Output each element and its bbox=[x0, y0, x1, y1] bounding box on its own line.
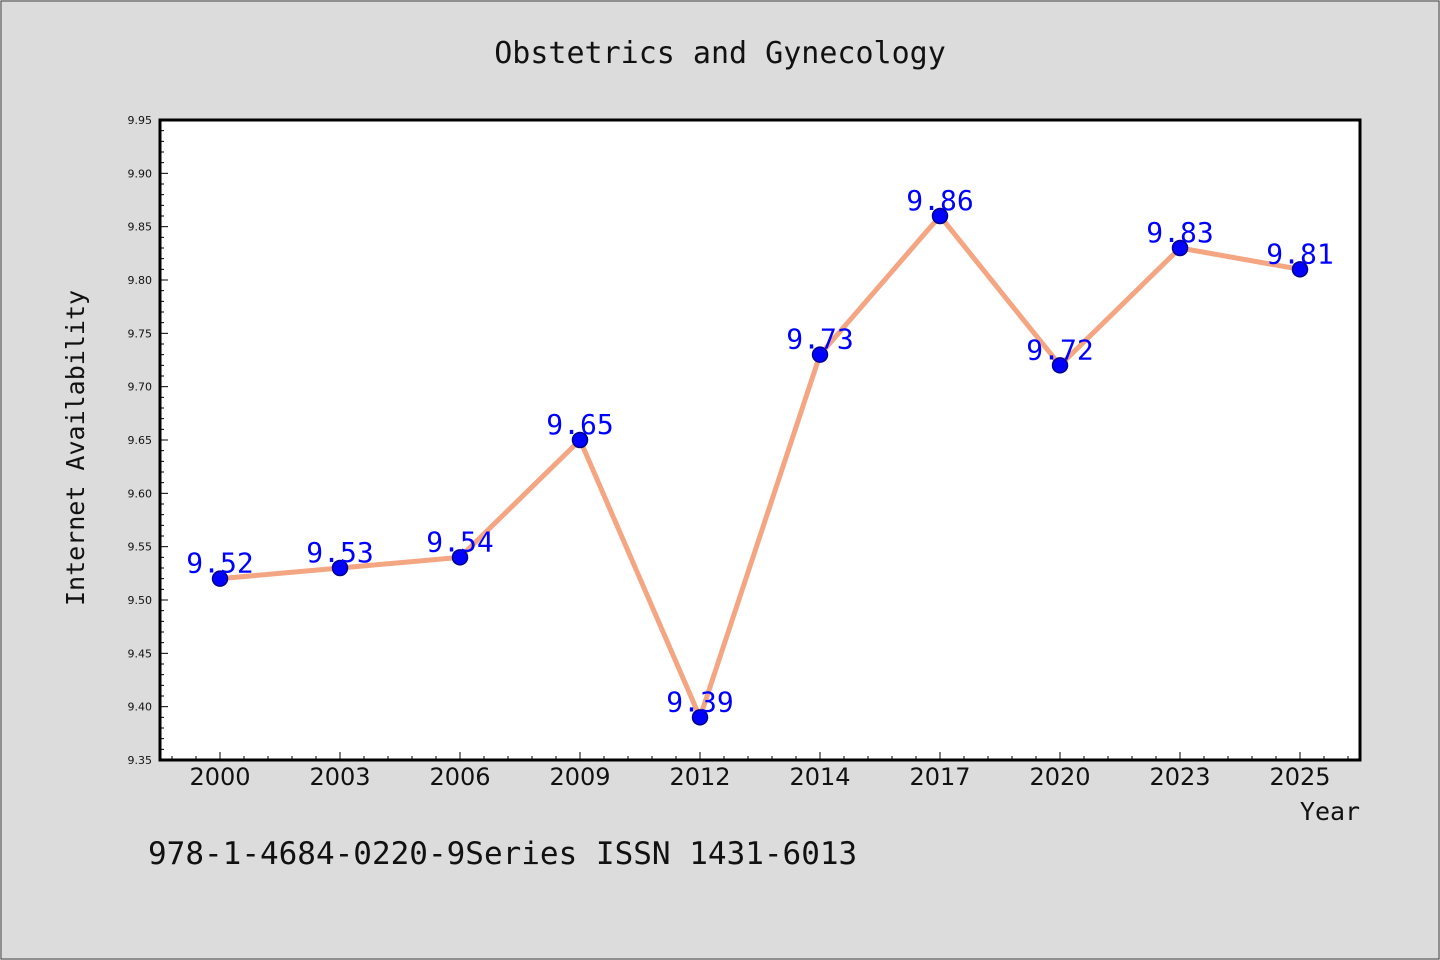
data-label: 9.53 bbox=[306, 536, 373, 569]
x-tick-label: 2000 bbox=[189, 763, 250, 791]
y-tick-label: 9.40 bbox=[128, 701, 153, 714]
data-label: 9.73 bbox=[786, 323, 853, 356]
chart-title: Obstetrics and Gynecology bbox=[494, 36, 946, 71]
y-tick-label: 9.55 bbox=[128, 541, 153, 554]
data-point bbox=[331, 559, 349, 577]
y-axis-label: Internet Availability bbox=[61, 290, 90, 606]
y-tick-label: 9.90 bbox=[128, 167, 153, 180]
y-tick-label: 9.50 bbox=[128, 594, 153, 607]
data-label: 9.72 bbox=[1026, 333, 1093, 366]
data-point bbox=[811, 346, 829, 363]
y-tick-label: 9.35 bbox=[128, 754, 153, 767]
x-tick-label: 2009 bbox=[549, 763, 610, 791]
x-axis-label: Year bbox=[1300, 797, 1360, 826]
y-tick-label: 9.65 bbox=[128, 434, 153, 447]
data-label: 9.39 bbox=[666, 685, 733, 718]
data-label: 9.83 bbox=[1146, 216, 1213, 249]
x-tick-label: 2003 bbox=[309, 763, 370, 791]
series-layer: 9.52 9.53 9.54 9.65 9.39 9.73 9.86 9.72 9.83 9.81 bbox=[186, 184, 1334, 726]
series-line bbox=[217, 213, 1303, 720]
x-tick-label: 2020 bbox=[1029, 763, 1090, 791]
data-label: 9.81 bbox=[1266, 237, 1333, 270]
x-axis: 2000 2003 2006 2009 2012 2014 2017 2020 2023 2025 bbox=[171, 752, 1349, 791]
x-tick-label: 2006 bbox=[429, 763, 490, 791]
data-point bbox=[211, 570, 229, 587]
data-label: 9.65 bbox=[546, 408, 613, 441]
data-point bbox=[1051, 357, 1069, 374]
data-point bbox=[931, 207, 949, 225]
data-label: 9.52 bbox=[186, 547, 253, 580]
y-tick-label: 9.85 bbox=[128, 221, 153, 234]
y-tick-label: 9.60 bbox=[128, 487, 153, 500]
x-tick-label: 2012 bbox=[669, 763, 730, 791]
y-tick-label: 9.95 bbox=[128, 114, 153, 127]
x-tick-label: 2017 bbox=[909, 763, 970, 791]
plot-frame bbox=[158, 118, 1362, 762]
data-point bbox=[1171, 239, 1189, 257]
data-label: 9.54 bbox=[426, 525, 493, 558]
data-label: 9.86 bbox=[906, 184, 973, 217]
data-point bbox=[691, 709, 709, 726]
data-point bbox=[451, 549, 469, 566]
y-tick-label: 9.80 bbox=[128, 274, 153, 287]
x-tick-label: 2023 bbox=[1149, 763, 1210, 791]
data-point bbox=[571, 431, 589, 449]
y-tick-label: 9.45 bbox=[128, 647, 153, 660]
y-tick-label: 9.75 bbox=[128, 327, 153, 340]
plot-area bbox=[160, 120, 1360, 760]
footer-isbn-issn: 978-1-4684-0220-9Series ISSN 1431-6013 bbox=[148, 836, 857, 872]
data-point bbox=[1291, 261, 1309, 278]
x-tick-label: 2025 bbox=[1269, 763, 1330, 791]
x-tick-label: 2014 bbox=[789, 763, 850, 791]
y-tick-label: 9.70 bbox=[128, 381, 153, 394]
